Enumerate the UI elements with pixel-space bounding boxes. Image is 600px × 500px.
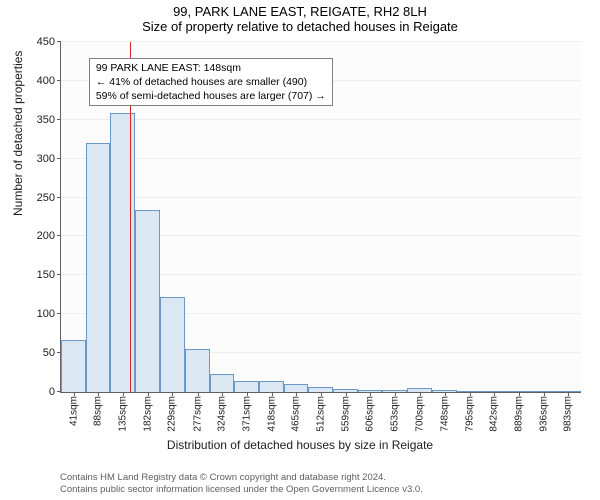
y-axis-label: Number of detached properties: [11, 51, 25, 216]
info-line-3: 59% of semi-detached houses are larger (…: [96, 89, 326, 103]
xtick-label: 41sqm: [68, 392, 79, 426]
gridline: [61, 119, 581, 120]
xtick-label: 277sqm: [192, 392, 203, 432]
ytick-label: 0: [49, 386, 61, 398]
info-line-1: 99 PARK LANE EAST: 148sqm: [96, 61, 326, 75]
ytick-label: 400: [37, 75, 61, 87]
footer-line-1: Contains HM Land Registry data © Crown c…: [60, 472, 580, 484]
info-box: 99 PARK LANE EAST: 148sqm ← 41% of detac…: [89, 58, 333, 107]
chart-container: Number of detached properties 0501001502…: [0, 36, 600, 456]
gridline: [61, 41, 581, 42]
chart-subtitle: Size of property relative to detached ho…: [0, 19, 600, 36]
histogram-bar: [160, 297, 185, 392]
ytick-label: 200: [37, 230, 61, 242]
histogram-bar: [234, 381, 259, 392]
xtick-label: 983sqm: [563, 392, 574, 432]
footer-line-2: Contains public sector information licen…: [60, 484, 580, 496]
ytick-label: 50: [43, 347, 61, 359]
histogram-bar: [61, 340, 86, 392]
histogram-bar: [259, 381, 284, 392]
attribution-footer: Contains HM Land Registry data © Crown c…: [60, 472, 580, 496]
xtick-label: 936sqm: [538, 392, 549, 432]
xtick-label: 418sqm: [266, 392, 277, 432]
ytick-label: 300: [37, 153, 61, 165]
address-title: 99, PARK LANE EAST, REIGATE, RH2 8LH: [0, 0, 600, 19]
ytick-label: 100: [37, 308, 61, 320]
ytick-label: 250: [37, 192, 61, 204]
xtick-label: 842sqm: [489, 392, 500, 432]
histogram-bar: [110, 113, 135, 392]
gridline: [61, 197, 581, 198]
xtick-label: 465sqm: [291, 392, 302, 432]
xtick-label: 324sqm: [217, 392, 228, 432]
xtick-label: 559sqm: [340, 392, 351, 432]
gridline: [61, 158, 581, 159]
xtick-label: 512sqm: [316, 392, 327, 432]
ytick-label: 450: [37, 36, 61, 48]
xtick-label: 229sqm: [167, 392, 178, 432]
xtick-label: 371sqm: [241, 392, 252, 432]
histogram-bar: [86, 143, 111, 392]
histogram-bar: [210, 374, 235, 392]
xtick-label: 135sqm: [117, 392, 128, 432]
xtick-label: 700sqm: [414, 392, 425, 432]
ytick-label: 350: [37, 114, 61, 126]
histogram-bar: [284, 384, 309, 392]
xtick-label: 889sqm: [514, 392, 525, 432]
xtick-label: 795sqm: [464, 392, 475, 432]
xtick-label: 88sqm: [93, 392, 104, 426]
xtick-label: 182sqm: [142, 392, 153, 432]
plot-area: 05010015020025030035040045041sqm88sqm135…: [60, 42, 581, 393]
xtick-label: 653sqm: [390, 392, 401, 432]
x-axis-label: Distribution of detached houses by size …: [0, 438, 600, 452]
ytick-label: 150: [37, 269, 61, 281]
xtick-label: 748sqm: [439, 392, 450, 432]
histogram-bar: [185, 349, 210, 392]
info-line-2: ← 41% of detached houses are smaller (49…: [96, 75, 326, 89]
histogram-bar: [135, 210, 160, 392]
xtick-label: 606sqm: [365, 392, 376, 432]
